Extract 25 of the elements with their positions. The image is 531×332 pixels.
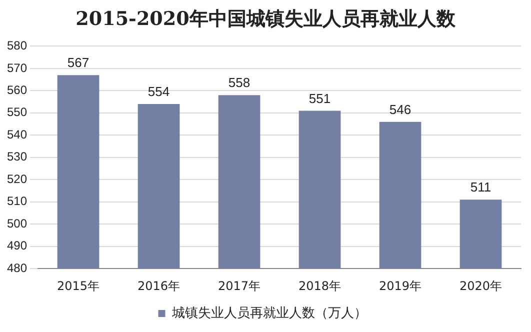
x-tick-label: 2015年 bbox=[56, 278, 100, 293]
x-tick-label: 2020年 bbox=[459, 278, 502, 293]
data-label: 546 bbox=[389, 102, 412, 117]
x-tick-label: 2017年 bbox=[218, 278, 261, 293]
y-tick-label: 480 bbox=[6, 260, 28, 275]
data-label: 558 bbox=[228, 75, 250, 90]
x-tick-label: 2018年 bbox=[298, 278, 342, 293]
y-tick-label: 560 bbox=[6, 82, 28, 97]
x-tick-label: 2016年 bbox=[137, 278, 180, 293]
y-tick-label: 500 bbox=[6, 216, 28, 230]
data-label: 554 bbox=[148, 84, 170, 100]
legend-label: 城镇失业人员再就业人数（万人） bbox=[170, 306, 367, 321]
y-tick-label: 490 bbox=[6, 238, 28, 253]
y-tick-label: 570 bbox=[6, 60, 28, 75]
data-label: 567 bbox=[67, 55, 90, 70]
data-label: 511 bbox=[470, 180, 492, 195]
y-tick-label: 540 bbox=[6, 127, 28, 142]
data-label: 551 bbox=[308, 90, 331, 106]
chart-title: 2015-2020年中国城镇失业人员再就业人数 bbox=[74, 7, 456, 32]
x-tick-label: 2019年 bbox=[378, 278, 422, 293]
y-tick-label: 550 bbox=[6, 105, 28, 120]
y-tick-label: 580 bbox=[6, 38, 28, 53]
y-tick-label: 520 bbox=[6, 172, 28, 186]
y-tick-label: 530 bbox=[6, 150, 28, 164]
y-tick-label: 510 bbox=[6, 194, 28, 208]
